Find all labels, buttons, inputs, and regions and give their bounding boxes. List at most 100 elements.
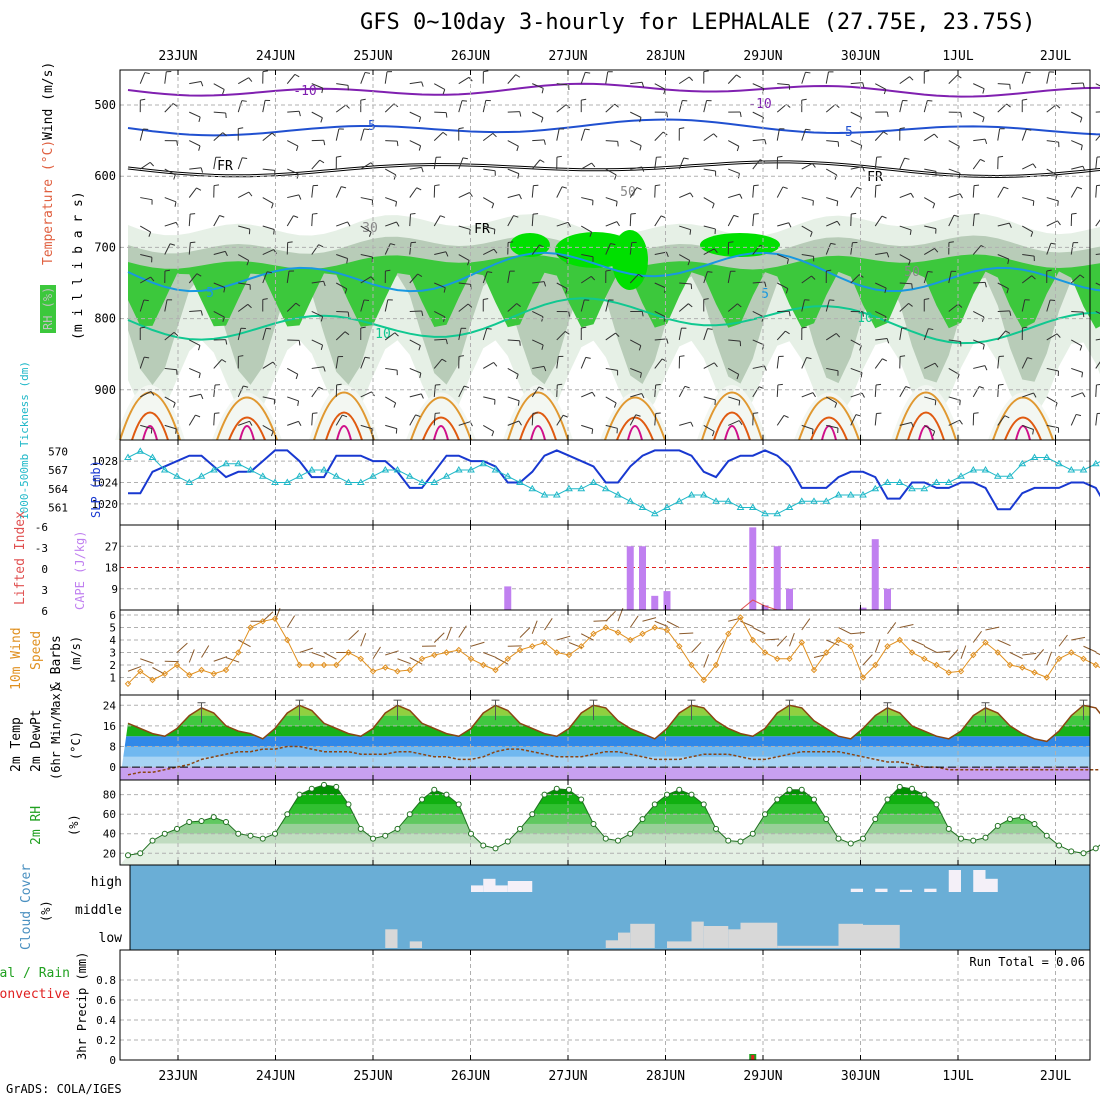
wind10m-barb: [519, 627, 531, 638]
wind-barb-flag: [458, 355, 464, 357]
wind-barb: [507, 303, 518, 312]
wind-barb: [728, 396, 740, 401]
wind10m-point: [369, 668, 377, 675]
wind-barb: [140, 424, 152, 430]
wind10m-point: [1006, 661, 1014, 669]
wind-barb-flag: [418, 145, 422, 151]
wind-barb: [580, 357, 587, 369]
wind-barb: [899, 421, 912, 426]
rh-point: [443, 791, 450, 798]
wind-barb: [409, 166, 422, 170]
wind-barb-flag: [1056, 333, 1061, 338]
wind-barb-flag: [788, 311, 791, 317]
rh-point: [333, 783, 340, 790]
wind-tick-label: 6: [109, 609, 116, 622]
contour-label: FR: [474, 222, 490, 237]
thickness-point: [552, 491, 561, 498]
wind-barb-flag: [614, 174, 617, 180]
wind-barb: [213, 384, 216, 397]
rh-point: [578, 796, 585, 803]
wind-barb-flag: [1008, 222, 1012, 228]
wind-barb: [997, 310, 1010, 312]
wind-barb-flag: [1081, 372, 1084, 378]
wind-barb: [409, 81, 422, 85]
wind10m-point: [1092, 661, 1100, 669]
thickness-point: [871, 484, 880, 492]
wind-barb-flag: [224, 251, 228, 257]
wind-barb-flag: [1033, 392, 1037, 398]
surface-dry-dome: [794, 392, 864, 440]
wind-barb: [164, 168, 176, 176]
freezing-level-line-inner: [127, 161, 1100, 178]
wind-barb: [850, 339, 862, 347]
wind10m-barb: [372, 646, 381, 660]
contour-label: FR: [217, 159, 233, 174]
wind-barb-flag: [957, 303, 963, 308]
wind-barb-flag: [440, 215, 446, 218]
wind-barb-flag: [140, 98, 146, 101]
wind-barb-flag: [584, 128, 590, 131]
wind-barb: [287, 140, 299, 147]
wind-barb-flag: [144, 72, 150, 75]
wind-barb: [385, 221, 397, 227]
wind-barb: [531, 159, 541, 170]
wind-barb-flag: [666, 251, 669, 258]
cloud-high-bar: [948, 870, 961, 892]
thickness-point: [846, 491, 855, 498]
thickness-point: [173, 472, 181, 479]
wind-barb: [1071, 310, 1084, 313]
wind-barb: [997, 186, 1005, 198]
wind-barb-flag: [364, 71, 371, 74]
wind-barb: [556, 221, 569, 227]
wind-barb: [409, 111, 421, 118]
thickness-point: [859, 491, 867, 498]
wind-barb-flag: [493, 362, 498, 367]
wind10m-point: [504, 655, 512, 663]
wind-barb-flag: [982, 117, 985, 123]
wind-barb: [752, 138, 765, 142]
wind-barb-flag: [312, 412, 318, 414]
rh-point: [762, 811, 768, 818]
cape-axis-label: CAPE (J/kg): [73, 531, 87, 610]
thickness-series-line: [127, 450, 1100, 515]
wind-barb-flag: [981, 316, 985, 322]
wind-barb: [238, 254, 249, 261]
wind-barb-flag: [556, 155, 562, 158]
wind-barb-flag: [565, 288, 568, 294]
wind-barb: [850, 274, 860, 284]
wind-barb-flag: [585, 71, 591, 74]
thickness-point: [650, 509, 659, 517]
cloud-high-bar: [899, 889, 912, 892]
wind-barb-flag: [532, 412, 538, 414]
thickness-point: [246, 466, 255, 473]
wind-barb: [483, 225, 495, 230]
wind-barb-flag: [979, 386, 985, 389]
wind10m-point: [394, 668, 401, 675]
wind-barb: [213, 157, 217, 170]
wind-barb: [580, 299, 585, 312]
wind-barb: [238, 420, 250, 426]
wind-barb: [581, 162, 592, 170]
wind-barb-flag: [684, 385, 690, 389]
wind-tick-label: 5: [109, 622, 116, 635]
wind-barb: [483, 424, 494, 432]
wind-barb: [286, 302, 297, 312]
wind-barb-flag: [630, 212, 636, 215]
wind10m-barb: [985, 626, 1000, 631]
rh2m-axis-label-b: (%): [67, 814, 81, 836]
wind-barb-flag: [410, 213, 416, 215]
wind-barb: [899, 282, 912, 285]
wind10m-point: [859, 674, 867, 681]
wind-barb-flag: [442, 131, 448, 136]
rh-point: [492, 845, 499, 852]
wind-barb: [826, 424, 839, 429]
wind-barb: [850, 414, 857, 426]
wind-barb: [189, 167, 202, 170]
wind-barb-flag: [785, 288, 789, 294]
wind-barb-flag: [639, 145, 642, 151]
wind-barb-flag: [956, 74, 962, 79]
precip-axis-label-c: 3hr Precip (mm): [75, 952, 89, 1060]
thickness-point: [332, 472, 341, 479]
wind-barb-flag: [924, 298, 930, 300]
wind10m-point: [1080, 655, 1087, 663]
